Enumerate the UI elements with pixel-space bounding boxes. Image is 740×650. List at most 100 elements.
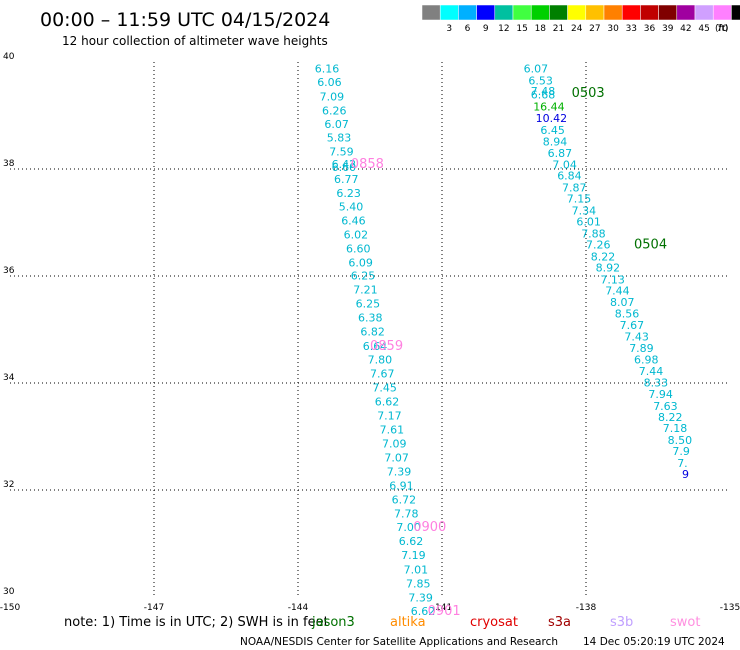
swh-data-label: 6.45	[540, 124, 565, 137]
swh-data-label: 6.09	[348, 256, 373, 269]
swh-data-label: 7.94	[648, 388, 673, 401]
swh-data-label: 7.15	[567, 193, 592, 206]
legend-swatch	[694, 4, 714, 21]
swh-data-label: 7.67	[370, 368, 395, 381]
swh-data-label: 6.16	[315, 63, 340, 76]
swh-data-label: 8.33	[644, 377, 669, 390]
swh-data-label: 6.02	[344, 229, 369, 242]
swh-data-label: 8.92	[596, 262, 621, 275]
swh-data-label: 7.26	[586, 239, 611, 252]
legend-swatch-label: 45	[698, 24, 709, 34]
swh-data-label: 6.46	[341, 215, 366, 228]
legend-swatch-label: 30	[607, 24, 619, 34]
swh-data-label: 7.17	[377, 409, 402, 422]
swh-data-label: 7.80	[368, 354, 393, 367]
chart-subtitle: 12 hour collection of altimeter wave hei…	[62, 34, 328, 48]
legend-swatch-label: 36	[644, 24, 656, 34]
swh-data-label: 5.83	[327, 132, 352, 145]
legend-swatch	[421, 4, 441, 21]
swh-data-label: 7.88	[581, 227, 606, 240]
swh-data-label: 5.40	[339, 201, 364, 214]
swh-data-label: 6.25	[356, 298, 381, 311]
swh-data-label: 8.94	[543, 135, 568, 148]
legend-swatch-label: 9	[483, 24, 489, 34]
swh-data-label: 6.07	[524, 63, 549, 76]
satellite-label: s3b	[610, 615, 633, 630]
swh-data-label: 7.21	[353, 284, 378, 297]
x-tick-label: -144	[288, 603, 309, 613]
pass-time-label: 0901	[428, 604, 461, 619]
swh-data-label: 6.23	[336, 187, 361, 200]
swh-data-label: 7.59	[329, 146, 354, 159]
legend-swatch	[439, 4, 459, 21]
satellite-label: s3a	[548, 615, 571, 630]
swh-data-label: 7.00	[396, 521, 421, 534]
swh-data-label: 8.22	[658, 411, 683, 424]
legend-swatch	[658, 4, 678, 21]
swh-data-label: 7.07	[384, 452, 409, 465]
swh-data-label: 6.26	[322, 104, 347, 117]
swh-data-label: 8.07	[610, 296, 635, 309]
swh-data-label: 7.04	[552, 158, 577, 171]
satellite-legend: jason3 altika cryosat s3a s3b swot	[311, 615, 700, 630]
legend-unit: (ft)	[715, 24, 729, 34]
swh-data-label: 6.64	[363, 340, 388, 353]
swh-data-label: 8.50	[668, 434, 693, 447]
legend-swatch	[567, 4, 587, 21]
legend-swatch-label: 27	[589, 24, 600, 34]
chart-title: 00:00 – 11:59 UTC 04/15/2024	[40, 9, 330, 31]
swh-data-label: 7.9	[672, 445, 690, 458]
pass-time-label: 0503	[572, 86, 605, 101]
x-tick-label: -138	[576, 603, 597, 613]
swh-data-label: 6.84	[557, 170, 582, 183]
swh-data-label: 9	[682, 468, 689, 481]
swh-data-label: 7.	[677, 457, 688, 470]
swh-data-label: 6.53	[528, 74, 553, 87]
swh-data-label: 7.67	[620, 319, 645, 332]
chart-grid	[10, 62, 730, 597]
swh-data-label: 7.89	[629, 342, 654, 355]
legend-swatch	[676, 4, 696, 21]
swh-data-label: 7.43	[624, 331, 649, 344]
footer-note: note: 1) Time is in UTC; 2) SWH is in fe…	[64, 615, 329, 630]
pass-time-label: 0900	[413, 520, 446, 535]
data-labels: 6.166.067.096.266.075.837.596.426.606.77…	[315, 63, 692, 619]
pass-time-label: 0504	[634, 238, 667, 253]
legend-swatch	[530, 4, 550, 21]
swh-data-label: 6.68	[531, 88, 556, 101]
swh-data-label: 8.22	[591, 250, 616, 263]
pass-time-label: 0858	[351, 157, 384, 172]
swh-data-label: 7.34	[572, 204, 597, 217]
x-tick-label: -141	[432, 603, 452, 613]
swh-data-label: 6.82	[360, 325, 385, 338]
legend-swatch-label: 12	[498, 24, 509, 34]
footer-timestamp: 14 Dec 05:20:19 UTC 2024	[583, 636, 725, 648]
swh-data-label: 7.19	[401, 549, 426, 562]
swh-data-label: 10.42	[536, 112, 568, 125]
satellite-label: jason3	[311, 615, 355, 630]
swh-data-label: 6.77	[334, 173, 359, 186]
legend-swatch-label: 39	[662, 24, 674, 34]
y-tick-label: 30	[3, 587, 15, 597]
legend-swatch	[731, 4, 740, 21]
color-legend: 3 6 9 12 15 18 21 24 27 30 33 36 39 42 45 70(ft)	[421, 4, 740, 34]
y-tick-label: 38	[3, 159, 15, 169]
swh-data-label: 7.01	[404, 563, 429, 576]
swh-data-label: 7.48	[531, 85, 556, 98]
swh-data-label: 7.78	[394, 507, 419, 520]
swh-data-label: 8.56	[615, 308, 640, 321]
swh-data-label: 6.62	[375, 395, 400, 408]
swh-data-label: 6.62	[411, 605, 436, 618]
legend-swatch	[640, 4, 659, 21]
legend-swatch-label: 6	[465, 24, 471, 34]
swh-data-label: 6.07	[324, 118, 349, 131]
swh-data-label: 7.39	[408, 591, 433, 604]
swh-data-label: 7.63	[653, 400, 678, 413]
swh-data-label: 6.42	[332, 158, 357, 171]
swh-data-label: 6.87	[548, 147, 573, 160]
swh-data-label: 16.44	[533, 101, 565, 114]
satellite-label: altika	[390, 615, 426, 630]
legend-swatch	[549, 4, 568, 21]
swh-data-label: 6.60	[332, 161, 357, 174]
